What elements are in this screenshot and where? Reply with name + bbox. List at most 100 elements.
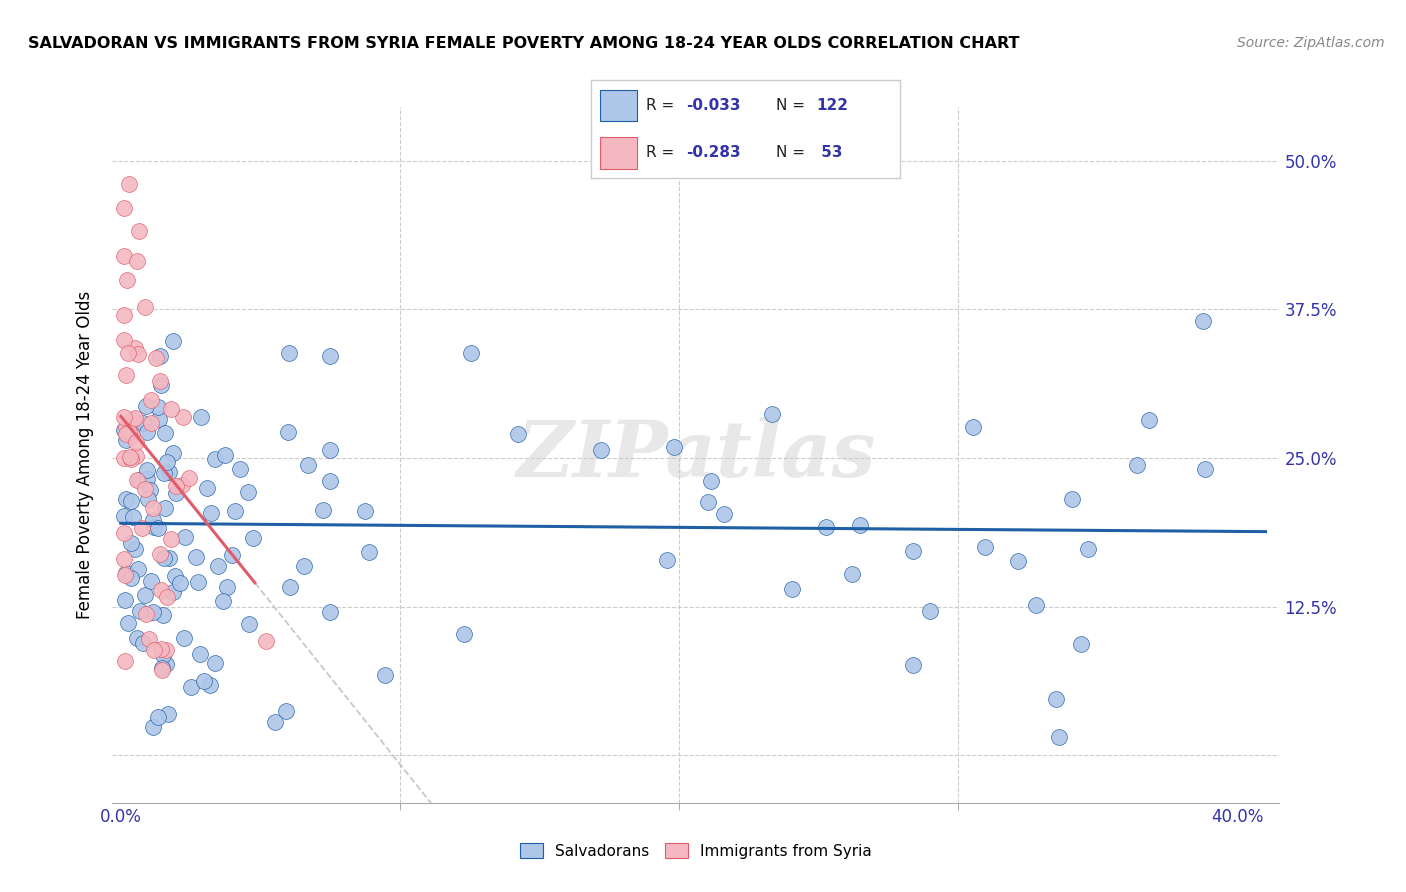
Point: [146, 521, 169, 535]
Point: [713, 508, 735, 522]
Point: [1025, 598, 1047, 612]
Point: [114, 566, 136, 580]
Point: [354, 504, 377, 518]
Point: [1194, 462, 1216, 476]
Point: [125, 449, 148, 463]
Point: [204, 656, 226, 670]
Point: [841, 567, 863, 582]
Point: [131, 521, 153, 535]
Point: [190, 409, 212, 424]
Point: [134, 588, 156, 602]
Point: [115, 419, 138, 434]
Point: [138, 632, 160, 646]
Bar: [600, 90, 637, 121]
Point: [815, 520, 838, 534]
Point: [112, 423, 135, 437]
Point: [152, 648, 174, 662]
Point: [901, 658, 924, 673]
Point: [903, 544, 925, 558]
Point: [149, 349, 172, 363]
Point: [150, 378, 173, 392]
Point: [1137, 413, 1160, 427]
Point: [120, 450, 142, 464]
Point: [373, 668, 395, 682]
Point: [297, 458, 319, 472]
Point: [112, 509, 135, 524]
Point: [188, 647, 211, 661]
Point: [131, 416, 153, 430]
Point: [142, 500, 165, 515]
Point: [1062, 491, 1084, 506]
Point: [114, 568, 136, 582]
Point: [312, 503, 335, 517]
Point: [149, 374, 172, 388]
Point: [127, 562, 149, 576]
Point: [124, 411, 146, 425]
Point: [277, 345, 299, 359]
Point: [124, 341, 146, 355]
Point: [761, 407, 783, 421]
Point: [125, 473, 148, 487]
Point: [319, 474, 342, 488]
Point: [118, 425, 141, 439]
Y-axis label: Female Poverty Among 18-24 Year Olds: Female Poverty Among 18-24 Year Olds: [76, 291, 94, 619]
Point: [150, 582, 173, 597]
Point: [155, 643, 177, 657]
Point: [170, 478, 193, 492]
Text: R =: R =: [647, 98, 679, 113]
Point: [278, 580, 301, 594]
Point: [135, 425, 157, 439]
Point: [242, 532, 264, 546]
Point: [128, 604, 150, 618]
Point: [1045, 692, 1067, 706]
Point: [117, 616, 139, 631]
Point: [112, 333, 135, 347]
Point: [359, 545, 381, 559]
Point: [156, 707, 179, 722]
Point: [319, 443, 342, 458]
Point: [277, 425, 299, 439]
Point: [125, 435, 148, 450]
Point: [117, 346, 139, 360]
Point: [136, 472, 159, 486]
Point: [236, 484, 259, 499]
Point: [200, 507, 222, 521]
Point: [195, 481, 218, 495]
Point: [180, 680, 202, 694]
Point: [114, 654, 136, 668]
Point: [153, 466, 176, 480]
Point: [1047, 730, 1070, 744]
Text: ZIPatlas: ZIPatlas: [516, 417, 876, 493]
Point: [460, 346, 482, 360]
Text: 122: 122: [817, 98, 848, 113]
Point: [134, 483, 156, 497]
Point: [134, 300, 156, 314]
Point: [112, 249, 135, 263]
Point: [1077, 541, 1099, 556]
Point: [153, 501, 176, 516]
Point: [292, 558, 315, 573]
Point: [212, 594, 235, 608]
Point: [221, 549, 243, 563]
Point: [162, 334, 184, 349]
Point: [112, 551, 135, 566]
Point: [143, 642, 166, 657]
Point: [112, 201, 135, 215]
Point: [122, 510, 145, 524]
Text: N =: N =: [776, 98, 810, 113]
Point: [1007, 554, 1029, 568]
Point: [142, 720, 165, 734]
Text: N =: N =: [776, 145, 810, 161]
Point: [115, 433, 138, 447]
Point: [112, 308, 135, 322]
Point: [159, 532, 181, 546]
Point: [214, 448, 236, 462]
Point: [319, 349, 342, 363]
Point: [215, 580, 238, 594]
Point: [1126, 458, 1149, 472]
Point: [145, 351, 167, 365]
Point: [174, 530, 197, 544]
Point: [141, 574, 163, 589]
Point: [136, 491, 159, 506]
Point: [1191, 313, 1213, 327]
